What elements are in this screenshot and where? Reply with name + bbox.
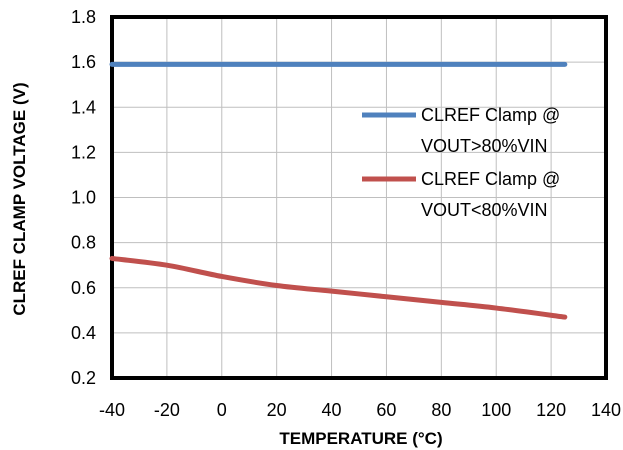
legend-label: CLREF Clamp @ xyxy=(421,105,560,125)
legend-item-1: CLREF Clamp @ VOUT>80%VIN xyxy=(362,105,560,156)
y-tick-label: 1.2 xyxy=(71,142,96,162)
series-layer xyxy=(109,61,568,320)
y-tick-label: 0.2 xyxy=(71,368,96,388)
plot-frame xyxy=(110,15,608,380)
y-tick-label: 1.8 xyxy=(71,7,96,27)
x-axis-ticks: -40 -20 0 20 40 60 80 100 120 140 xyxy=(99,400,621,420)
x-tick-label: 60 xyxy=(376,400,396,420)
x-tick-label: -20 xyxy=(154,400,180,420)
legend: CLREF Clamp @ VOUT>80%VIN CLREF Clamp @ VOU… xyxy=(362,105,560,220)
y-tick-label: 1.6 xyxy=(71,52,96,72)
series-line-2 xyxy=(109,255,568,320)
x-tick-label: 80 xyxy=(431,400,451,420)
x-tick-label: 40 xyxy=(322,400,342,420)
x-tick-label: 140 xyxy=(591,400,621,420)
x-tick-label: -40 xyxy=(99,400,125,420)
x-tick-label: 120 xyxy=(536,400,566,420)
grid xyxy=(111,16,607,379)
x-tick-label: 100 xyxy=(481,400,511,420)
y-tick-label: 0.6 xyxy=(71,278,96,298)
x-tick-label: 20 xyxy=(267,400,287,420)
x-tick-label: 0 xyxy=(217,400,227,420)
y-axis-ticks: 0.2 0.4 0.6 0.8 1.0 1.2 1.4 1.6 1.8 xyxy=(71,7,96,388)
legend-label: VOUT<80%VIN xyxy=(421,200,548,220)
y-tick-label: 1.0 xyxy=(71,188,96,208)
legend-label: CLREF Clamp @ xyxy=(421,169,560,189)
y-tick-label: 1.4 xyxy=(71,97,96,117)
y-tick-label: 0.8 xyxy=(71,233,96,253)
y-tick-label: 0.4 xyxy=(71,323,96,343)
legend-label: VOUT>80%VIN xyxy=(421,136,548,156)
y-axis-title: CLREF CLAMP VOLTAGE (V) xyxy=(10,82,29,315)
x-axis-title: TEMPERATURE (°C) xyxy=(279,429,442,448)
legend-item-2: CLREF Clamp @ VOUT<80%VIN xyxy=(362,169,560,220)
